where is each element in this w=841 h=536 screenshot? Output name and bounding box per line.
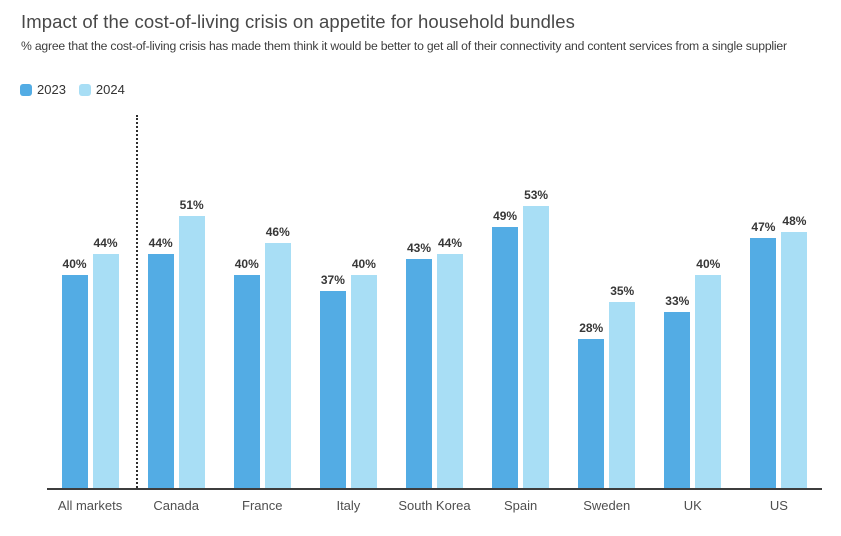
- bar-group-canada: 44% 51%: [133, 115, 219, 488]
- bar-all-markets-2024: 44%: [92, 236, 119, 488]
- category-label-us: US: [769, 498, 788, 513]
- bar-all-markets-2023: 40%: [61, 257, 88, 488]
- category-label-france: France: [242, 498, 283, 513]
- bar-sweden-2023: 28%: [578, 321, 605, 488]
- value-label-uk-2024: 40%: [696, 256, 721, 271]
- bar-uk-2024: 40%: [695, 257, 722, 488]
- legend-item-2024: 2024: [78, 82, 125, 97]
- value-label-south-korea-2024: 44%: [437, 235, 462, 250]
- bar-south-korea-2024: 44%: [436, 236, 463, 488]
- grouped-bar-chart: 40% 44% 44% 51% 40% 46% 37% 40% 43% 44% 49% 53% 28% 3…: [47, 115, 822, 513]
- plot-area: 40% 44% 44% 51% 40% 46% 37% 40% 43% 44% 49% 53% 28% 3…: [47, 115, 822, 490]
- x-axis-labels: All markets Canada France Italy South Korea S…: [47, 498, 822, 513]
- bar-us-2024: 48%: [781, 214, 808, 488]
- chart-title: Impact of the cost-of-living crisis on a…: [21, 11, 575, 32]
- category-label-south-korea: South Korea: [398, 498, 471, 513]
- bar-group-france: 40% 46%: [219, 115, 305, 488]
- category-label-spain: Spain: [503, 498, 538, 513]
- legend-label-2023: 2023: [37, 82, 66, 97]
- bar-sweden-2024: 35%: [609, 284, 636, 488]
- value-label-all-markets-2023: 40%: [62, 256, 87, 271]
- value-label-sweden-2023: 28%: [579, 320, 604, 335]
- bar-uk-2023: 33%: [664, 294, 691, 488]
- bar-canada-2024: 51%: [178, 198, 205, 488]
- bar-group-south-korea: 43% 44%: [391, 115, 477, 488]
- category-label-uk: UK: [683, 498, 702, 513]
- legend-swatch-2023: [20, 83, 32, 96]
- bar-group-sweden: 28% 35%: [564, 115, 650, 488]
- bar-canada-2023: 44%: [147, 236, 174, 488]
- bar-italy-2023: 37%: [319, 273, 346, 488]
- value-label-south-korea-2023: 43%: [406, 240, 431, 255]
- category-label-canada: Canada: [153, 498, 199, 513]
- legend: 2023 2024: [20, 82, 125, 97]
- value-label-spain-2023: 49%: [493, 208, 518, 223]
- bar-france-2023: 40%: [233, 257, 260, 488]
- bar-south-korea-2023: 43%: [405, 241, 432, 488]
- bar-group-all-markets: 40% 44%: [47, 115, 133, 488]
- value-label-spain-2024: 53%: [524, 187, 549, 202]
- legend-swatch-2024: [78, 83, 91, 96]
- chart-subtitle: % agree that the cost-of-living crisis h…: [21, 39, 787, 53]
- bar-us-2023: 47%: [750, 220, 777, 488]
- value-label-canada-2024: 51%: [179, 198, 204, 213]
- value-label-france-2023: 40%: [234, 256, 259, 271]
- category-label-all-markets: All markets: [57, 498, 123, 513]
- bar-group-us: 47% 48%: [736, 115, 822, 488]
- value-label-italy-2024: 40%: [351, 256, 376, 271]
- category-label-italy: Italy: [336, 498, 361, 513]
- value-label-all-markets-2024: 44%: [93, 235, 118, 250]
- legend-label-2024: 2024: [95, 82, 125, 97]
- bar-group-italy: 37% 40%: [305, 115, 391, 488]
- value-label-italy-2023: 37%: [320, 272, 345, 287]
- bar-spain-2023: 49%: [492, 209, 519, 488]
- legend-item-2023: 2023: [20, 82, 66, 97]
- category-label-sweden: Sweden: [583, 498, 631, 513]
- bar-italy-2024: 40%: [350, 257, 377, 488]
- bar-group-uk: 33% 40%: [650, 115, 736, 488]
- all-markets-separator-line: [136, 115, 139, 488]
- value-label-uk-2023: 33%: [665, 294, 690, 309]
- bar-france-2024: 46%: [264, 225, 291, 488]
- bar-spain-2024: 53%: [523, 188, 550, 488]
- value-label-us-2023: 47%: [751, 219, 776, 234]
- bar-group-spain: 49% 53%: [478, 115, 564, 488]
- value-label-us-2024: 48%: [782, 214, 807, 229]
- value-label-sweden-2024: 35%: [610, 283, 635, 298]
- value-label-france-2024: 46%: [265, 224, 290, 239]
- value-label-canada-2023: 44%: [148, 235, 173, 250]
